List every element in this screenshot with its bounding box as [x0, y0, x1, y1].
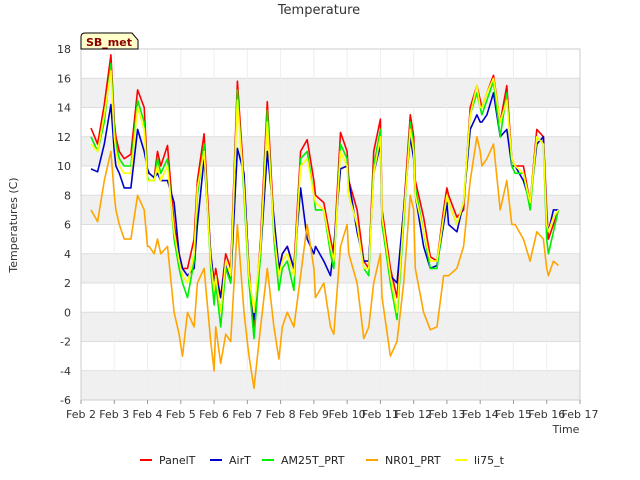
x-tick-label: Feb 16	[528, 408, 565, 421]
y-tick-label: 8	[64, 189, 71, 202]
series-line-nr01-prt	[90, 136, 559, 390]
y-tick-label: 18	[57, 43, 71, 56]
legend-label: PanelT	[159, 454, 196, 467]
site-badge: SB_met	[80, 32, 139, 50]
x-axis-ticks: Feb 2 Feb 3 Feb 4 Feb 5 Feb 6 Feb 7 Feb 8 Feb 9…	[66, 400, 598, 421]
x-tick-label: Feb 6	[199, 408, 229, 421]
y-tick-label: 4	[64, 248, 71, 261]
background-band	[81, 341, 580, 371]
site-badge-label: SB_met	[86, 36, 132, 49]
y-tick-label: -2	[60, 336, 71, 349]
x-tick-label: Feb 4	[133, 408, 163, 421]
plot-frame	[80, 48, 581, 401]
x-tick-label: Feb 13	[428, 408, 465, 421]
background-band	[81, 370, 580, 400]
background-band	[81, 283, 580, 313]
x-tick-label: Feb 9	[299, 408, 329, 421]
x-tick-label: Feb 15	[495, 408, 532, 421]
background-band	[81, 195, 580, 225]
y-tick-label: 16	[57, 72, 71, 85]
y-tick-label: 6	[64, 219, 71, 232]
x-tick-label: Feb 11	[362, 408, 399, 421]
y-tick-label: -4	[60, 365, 71, 378]
y-tick-label: 14	[57, 102, 71, 115]
y-axis-ticks: -6 -4 -2 0 2 4 6 8 10 12 14 16 18	[57, 43, 71, 407]
y-tick-label: 2	[64, 277, 71, 290]
background-band	[81, 49, 580, 79]
y-tick-label: -6	[60, 394, 71, 407]
legend-label: NR01_PRT	[385, 454, 441, 467]
y-axis-label: Temperatures (C)	[7, 177, 20, 273]
x-tick-label: Feb 10	[329, 408, 366, 421]
x-tick-label: Feb 14	[462, 408, 499, 421]
legend-label: AM25T_PRT	[281, 454, 345, 467]
x-tick-label: Feb 17	[562, 408, 599, 421]
background-band	[81, 253, 580, 283]
y-tick-label: 10	[57, 160, 71, 173]
y-tick-label: 0	[64, 306, 71, 319]
background-band	[81, 136, 580, 166]
series-line-li75-t	[90, 70, 560, 314]
x-tick-label: Feb 3	[99, 408, 129, 421]
y-tick-label: 12	[57, 131, 71, 144]
chart-title: Temperature	[277, 3, 360, 18]
series-lines	[90, 53, 560, 390]
legend-label: li75_t	[474, 454, 505, 467]
x-tick-label: Feb 12	[395, 408, 432, 421]
x-tick-label: Feb 8	[266, 408, 296, 421]
x-tick-label: Feb 5	[166, 408, 196, 421]
x-tick-label: Feb 7	[232, 408, 262, 421]
legend-label: AirT	[229, 454, 251, 467]
legend: PanelT AirT AM25T_PRT NR01_PRT li75_t	[140, 454, 505, 467]
x-tick-label: Feb 2	[66, 408, 96, 421]
background-bands	[81, 49, 580, 400]
x-axis-label: Time	[552, 423, 580, 436]
series-line-panelt	[90, 53, 560, 328]
